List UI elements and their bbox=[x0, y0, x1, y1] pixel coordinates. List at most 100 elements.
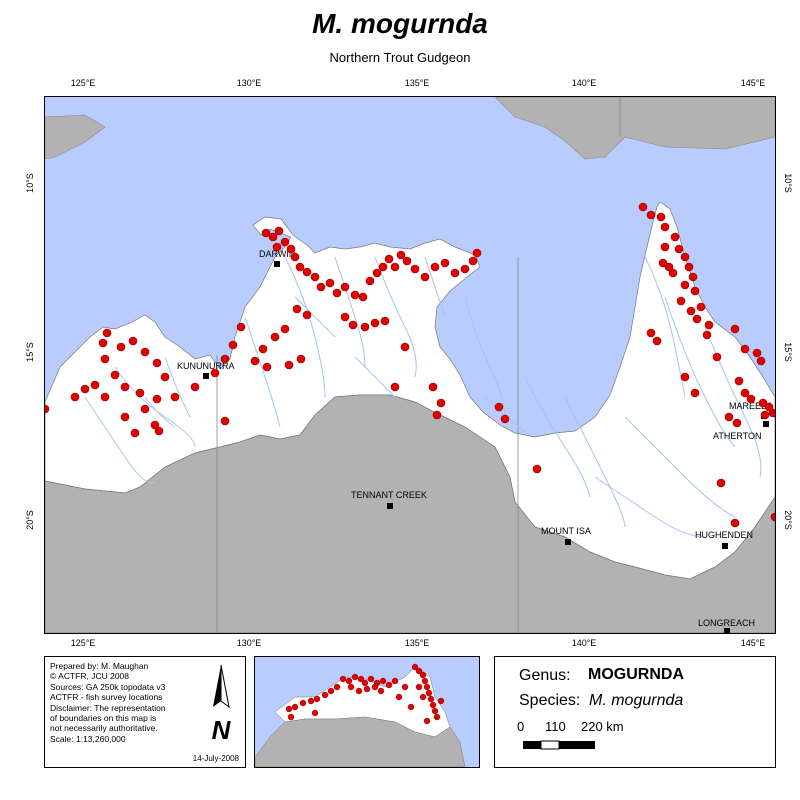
survey-point bbox=[150, 420, 160, 430]
city-label-darwin: DARWIN bbox=[259, 249, 295, 259]
inset-survey-point bbox=[407, 703, 415, 711]
scale-bar bbox=[523, 740, 595, 750]
timor-island bbox=[45, 114, 106, 160]
survey-point bbox=[130, 428, 140, 438]
inset-survey-point bbox=[401, 683, 409, 691]
inset-survey-point bbox=[391, 677, 399, 685]
survey-point bbox=[295, 262, 305, 272]
survey-point bbox=[140, 347, 150, 357]
credit-line: Sources: GA 250k topodata v3 bbox=[50, 681, 166, 692]
inset-survey-point bbox=[415, 683, 423, 691]
survey-point bbox=[690, 286, 700, 296]
city-label-atherton: ATHERTON bbox=[713, 431, 762, 441]
lon-label-top-125: 125°E bbox=[70, 78, 96, 88]
survey-point bbox=[135, 388, 145, 398]
inset-survey-point bbox=[327, 687, 335, 695]
survey-point bbox=[652, 336, 662, 346]
inset-survey-point bbox=[431, 707, 439, 715]
scale-label-110: 110 bbox=[545, 719, 566, 734]
survey-point bbox=[758, 398, 768, 408]
survey-point bbox=[340, 312, 350, 322]
survey-point bbox=[658, 258, 668, 268]
city-marker-longreach bbox=[724, 628, 730, 633]
survey-point bbox=[170, 392, 180, 402]
survey-point bbox=[664, 262, 674, 272]
survey-point bbox=[160, 372, 170, 382]
survey-point bbox=[656, 212, 666, 222]
species-label: Species: bbox=[519, 692, 581, 709]
survey-point bbox=[250, 356, 260, 366]
survey-point bbox=[90, 380, 100, 390]
main-map[interactable]: DARWIN KUNUNURRA TENNANT CREEK MOUNT ISA… bbox=[44, 96, 776, 634]
city-marker-darwin bbox=[274, 261, 280, 267]
survey-point bbox=[410, 264, 420, 274]
survey-point bbox=[716, 478, 726, 488]
inset-map-canvas bbox=[255, 663, 466, 767]
survey-point bbox=[686, 306, 696, 316]
scale-label-220: 220 km bbox=[581, 719, 624, 734]
survey-point bbox=[740, 344, 750, 354]
map-canvas: DARWIN KUNUNURRA TENNANT CREEK MOUNT ISA… bbox=[45, 97, 775, 633]
survey-point bbox=[400, 342, 410, 352]
credit-line: Disclaimer: The representation bbox=[50, 702, 166, 713]
lon-label-bottom-140: 140°E bbox=[571, 638, 597, 648]
inset-survey-point bbox=[291, 703, 299, 711]
survey-point bbox=[468, 256, 478, 266]
survey-point bbox=[100, 392, 110, 402]
survey-point bbox=[740, 388, 750, 398]
survey-point bbox=[712, 352, 722, 362]
lon-label-bottom-145: 145°E bbox=[740, 638, 766, 648]
survey-point bbox=[680, 252, 690, 262]
survey-point bbox=[430, 262, 440, 272]
survey-point bbox=[390, 382, 400, 392]
survey-point bbox=[116, 342, 126, 352]
lat-label-right-15: 15°S bbox=[783, 342, 793, 362]
survey-point bbox=[120, 412, 130, 422]
inset-survey-point bbox=[339, 675, 347, 683]
genus-label: Genus: bbox=[519, 667, 571, 684]
inset-survey-point bbox=[421, 677, 429, 685]
inset-survey-point bbox=[345, 677, 353, 685]
survey-point bbox=[190, 382, 200, 392]
survey-point bbox=[45, 404, 50, 414]
new-guinea-land bbox=[494, 97, 775, 160]
survey-point bbox=[296, 354, 306, 364]
survey-point bbox=[365, 276, 375, 286]
survey-point bbox=[660, 222, 670, 232]
genus-value: MOGURNDA bbox=[588, 666, 684, 683]
inset-survey-point bbox=[419, 671, 427, 679]
survey-point bbox=[724, 412, 734, 422]
survey-point bbox=[261, 228, 271, 238]
lon-label-top-145: 145°E bbox=[740, 78, 766, 88]
credit-line: © ACTFR, JCU 2008 bbox=[50, 671, 130, 682]
survey-point bbox=[370, 318, 380, 328]
inset-survey-point bbox=[311, 709, 319, 717]
survey-point bbox=[752, 348, 762, 358]
survey-point bbox=[236, 322, 246, 332]
map-title: M. mogurnda bbox=[312, 8, 488, 39]
survey-point bbox=[532, 464, 542, 474]
inset-map[interactable] bbox=[254, 656, 480, 768]
survey-point bbox=[316, 282, 326, 292]
survey-point bbox=[764, 402, 774, 412]
lon-label-top-140: 140°E bbox=[571, 78, 597, 88]
survey-point bbox=[680, 372, 690, 382]
inset-survey-point bbox=[427, 695, 435, 703]
credit-line: Scale: 1:13,260,000 bbox=[50, 733, 126, 744]
inset-survey-point bbox=[411, 663, 419, 671]
inset-survey-point bbox=[429, 701, 437, 709]
survey-point bbox=[380, 316, 390, 326]
survey-point bbox=[302, 310, 312, 320]
credit-line: of boundaries on this map is bbox=[50, 713, 157, 724]
survey-point bbox=[340, 282, 350, 292]
survey-point bbox=[450, 268, 460, 278]
survey-point bbox=[210, 368, 220, 378]
lat-label-left-20: 20°S bbox=[25, 510, 35, 530]
city-label-mount-isa: MOUNT ISA bbox=[541, 526, 591, 536]
survey-point bbox=[680, 280, 690, 290]
inset-survey-point bbox=[425, 689, 433, 697]
inset-survey-point bbox=[333, 683, 341, 691]
city-label-mareeba: MAREEBA bbox=[729, 401, 773, 411]
city-marker-kununurra bbox=[203, 373, 209, 379]
survey-point bbox=[500, 414, 510, 424]
